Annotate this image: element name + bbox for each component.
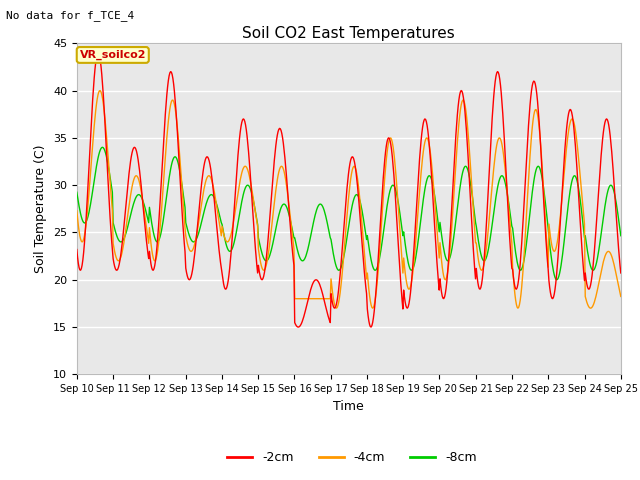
Title: Soil CO2 East Temperatures: Soil CO2 East Temperatures — [243, 25, 455, 41]
Text: VR_soilco2: VR_soilco2 — [79, 50, 146, 60]
Legend: -2cm, -4cm, -8cm: -2cm, -4cm, -8cm — [222, 446, 482, 469]
X-axis label: Time: Time — [333, 400, 364, 413]
Y-axis label: Soil Temperature (C): Soil Temperature (C) — [35, 144, 47, 273]
Text: No data for f_TCE_4: No data for f_TCE_4 — [6, 10, 134, 21]
